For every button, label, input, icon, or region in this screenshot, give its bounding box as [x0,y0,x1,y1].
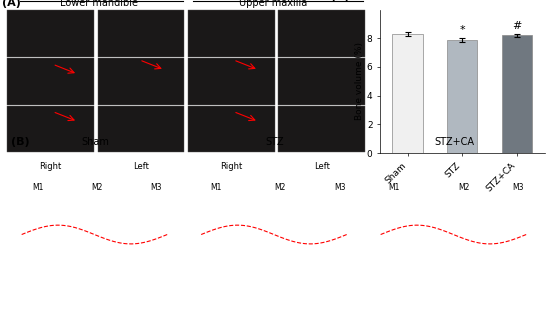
Text: Upper maxilla: Upper maxilla [239,0,307,8]
Text: M1: M1 [388,183,399,192]
Text: Left: Left [133,162,149,171]
Bar [393,34,422,153]
Bar [447,40,477,153]
Text: M2: M2 [274,183,286,192]
Text: M2: M2 [458,183,469,192]
Text: Sham: Sham [81,137,109,147]
Text: Lower mandible: Lower mandible [60,0,139,8]
FancyBboxPatch shape [7,10,94,57]
Text: M2: M2 [91,183,103,192]
FancyBboxPatch shape [278,106,365,152]
Text: Left: Left [314,162,330,171]
Bar [502,35,532,153]
Y-axis label: Bone volume (%): Bone volume (%) [355,42,364,120]
FancyBboxPatch shape [7,106,94,152]
Text: *: * [459,26,465,35]
Text: M3: M3 [151,183,162,192]
FancyBboxPatch shape [7,58,94,105]
FancyBboxPatch shape [278,10,365,57]
Text: #: # [513,21,522,31]
Text: Right: Right [40,162,62,171]
Text: Right: Right [221,162,243,171]
Text: (C): (C) [331,0,349,2]
Text: (B): (B) [11,137,30,147]
Text: M1: M1 [210,183,222,192]
Text: STZ: STZ [266,137,284,147]
FancyBboxPatch shape [188,58,275,105]
Text: STZ+CA: STZ+CA [434,137,475,147]
Text: M1: M1 [32,183,43,192]
FancyBboxPatch shape [98,10,184,57]
Text: (A): (A) [2,0,21,8]
FancyBboxPatch shape [188,106,275,152]
Text: M3: M3 [334,183,345,192]
FancyBboxPatch shape [188,10,275,57]
Text: M3: M3 [512,183,523,192]
FancyBboxPatch shape [98,58,184,105]
FancyBboxPatch shape [98,106,184,152]
FancyBboxPatch shape [278,58,365,105]
